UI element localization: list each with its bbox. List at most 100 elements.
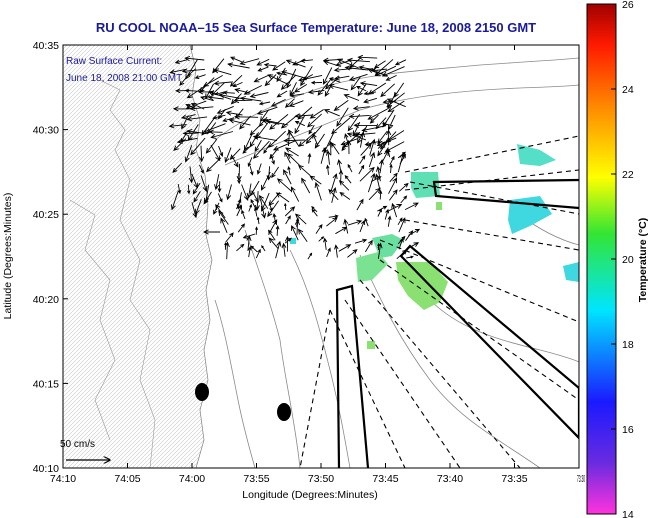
current-vector <box>185 103 196 109</box>
y-tick-label: 40:35 <box>33 40 59 52</box>
current-vector <box>328 188 339 201</box>
current-vector <box>398 237 404 250</box>
current-vector <box>174 59 188 64</box>
current-vector <box>284 206 296 217</box>
current-vector <box>263 145 270 154</box>
current-vector <box>338 169 344 183</box>
x-tick-label: 74:00 <box>179 473 205 485</box>
current-vector <box>333 67 352 73</box>
current-vector <box>283 169 292 185</box>
annotation-line2: June 18, 2008 21:00 GMT <box>66 73 182 84</box>
x-tick-label: 74:05 <box>114 473 140 485</box>
sst-patch <box>436 202 442 210</box>
current-vector <box>359 155 366 165</box>
current-vector <box>268 237 279 250</box>
current-vector <box>347 249 358 258</box>
current-vector <box>237 173 241 185</box>
colorbar-tick-label: 22 <box>622 169 634 181</box>
current-vector <box>363 97 378 104</box>
current-vector <box>288 100 304 107</box>
current-vector <box>287 153 300 166</box>
current-vector <box>177 184 182 195</box>
y-tick-label: 40:30 <box>33 125 59 137</box>
current-vector <box>393 82 405 98</box>
current-vector <box>355 86 367 92</box>
sst-patch <box>367 341 375 349</box>
current-vector <box>398 217 406 233</box>
current-vector <box>359 81 378 87</box>
marker-blob <box>195 383 209 401</box>
current-vector <box>387 215 392 227</box>
sst-patch <box>396 262 448 310</box>
current-vector <box>187 184 191 195</box>
current-vector <box>389 155 395 166</box>
current-vector <box>242 145 251 154</box>
current-vector <box>283 202 287 211</box>
current-vector <box>255 226 259 235</box>
y-axis-ticks: 40:10 40:15 40:20 40:25 40:30 40:35 <box>33 40 68 475</box>
current-vector <box>307 152 312 164</box>
current-vector <box>257 66 269 72</box>
current-vector <box>368 151 376 168</box>
current-vector <box>224 241 230 260</box>
current-vector <box>325 164 330 175</box>
current-vector <box>331 186 337 203</box>
current-vector <box>169 68 187 75</box>
current-vector <box>285 215 291 225</box>
current-vector <box>250 245 258 253</box>
current-vector <box>239 58 260 66</box>
current-vector <box>285 59 306 68</box>
current-vector <box>280 74 297 90</box>
current-vector <box>377 208 382 217</box>
current-vector <box>261 118 280 125</box>
current-vector <box>242 233 256 239</box>
current-vector <box>314 181 322 201</box>
current-vector <box>298 131 316 147</box>
current-vector <box>338 244 352 252</box>
current-vector <box>259 109 270 123</box>
current-vector <box>184 88 197 93</box>
current-vector <box>287 166 291 176</box>
current-vector <box>376 165 382 182</box>
current-vector <box>347 219 363 226</box>
current-vector <box>346 57 370 63</box>
current-vector <box>317 76 333 96</box>
current-vector <box>331 117 351 135</box>
current-vector <box>250 198 256 209</box>
current-vector <box>307 89 325 95</box>
current-vector <box>207 95 224 101</box>
current-vector <box>346 139 352 155</box>
current-vector <box>234 114 259 120</box>
current-vector <box>300 58 313 63</box>
current-vector <box>263 62 277 68</box>
current-vector <box>347 113 361 132</box>
sst-patch <box>411 172 440 198</box>
current-vector <box>284 237 292 244</box>
current-vector <box>275 240 282 259</box>
current-vector <box>291 224 299 241</box>
current-vector <box>404 202 419 211</box>
current-vector <box>285 147 299 157</box>
current-vector <box>389 189 398 201</box>
current-vector <box>254 139 262 153</box>
current-vector <box>289 82 297 97</box>
current-vector <box>247 245 252 258</box>
current-vector <box>400 195 408 204</box>
current-vector <box>232 81 243 88</box>
x-tick-label: 73:35 <box>501 473 527 485</box>
current-vector <box>236 204 243 217</box>
map-plot-area <box>63 45 579 468</box>
current-vector <box>249 125 261 136</box>
current-vector <box>284 98 295 108</box>
current-vector <box>186 84 208 99</box>
current-vector <box>387 204 403 212</box>
current-vector <box>406 255 414 259</box>
current-vector <box>176 137 198 144</box>
current-vector <box>406 242 420 250</box>
current-vector <box>272 61 286 71</box>
current-vector <box>294 120 305 127</box>
current-vector <box>348 113 370 119</box>
current-vector <box>170 191 179 211</box>
current-vector <box>224 147 232 163</box>
